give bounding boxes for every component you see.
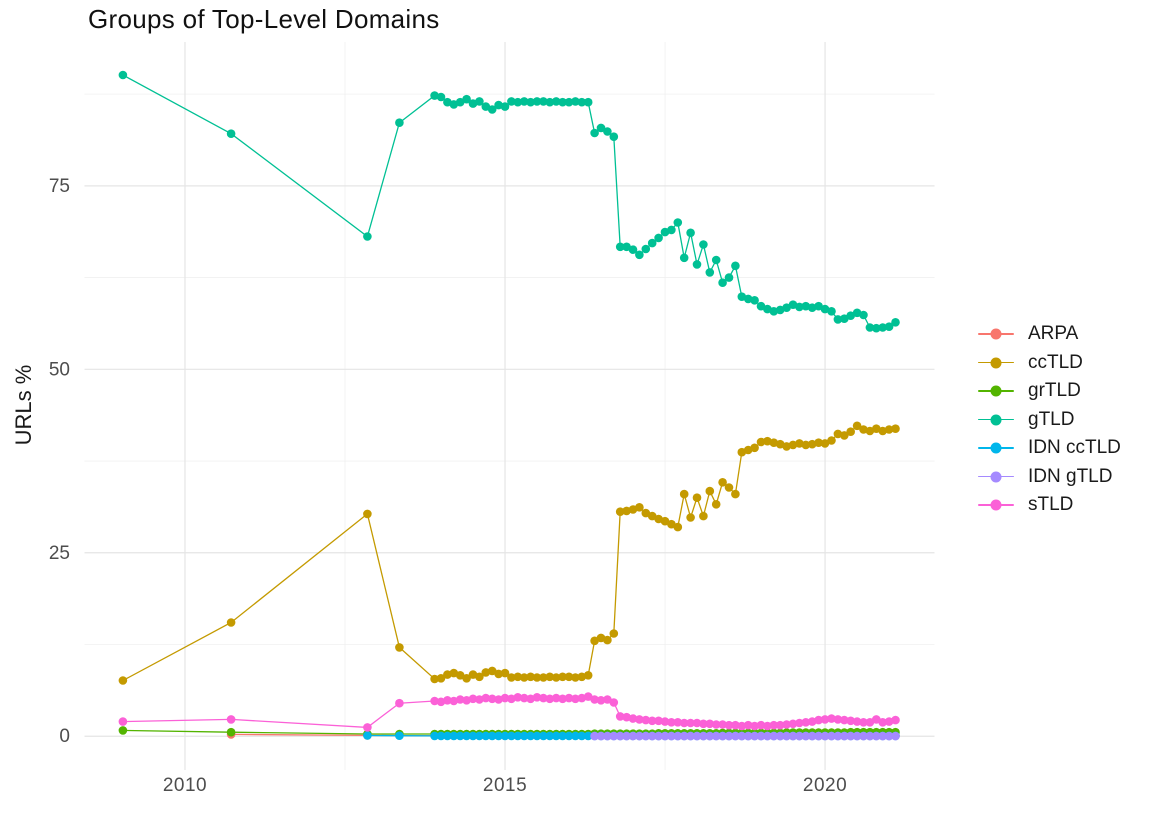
legend: ARPA ccTLD grTLD gTLD IDN ccTLD IDN gTLD sTLD	[976, 323, 1121, 516]
series-sTLD	[118, 692, 900, 732]
legend-item-label: sTLD	[1028, 494, 1074, 515]
y-tick-label: 25	[49, 543, 70, 564]
legend-item-label: IDN gTLD	[1028, 465, 1113, 487]
legend-key-swatch	[976, 413, 1016, 427]
legend-item-grTLD: grTLD	[976, 380, 1121, 402]
legend-key-swatch	[976, 356, 1016, 370]
y-tick-label: 0	[59, 726, 70, 747]
y-tick-label: 75	[49, 176, 70, 197]
x-tick-label: 2015	[483, 775, 527, 796]
y-tick-label: 50	[49, 359, 70, 380]
legend-key-swatch	[976, 470, 1016, 484]
x-tick-label: 2010	[163, 775, 207, 796]
y-axis-tick-labels: 0 25 50 75	[49, 176, 70, 747]
legend-key-swatch	[976, 441, 1016, 455]
gridlines-major	[84, 42, 935, 770]
series-gTLD	[118, 70, 900, 333]
x-tick-label: 2020	[803, 775, 847, 796]
legend-item-IDN-gTLD: IDN gTLD	[976, 466, 1121, 488]
series-ccTLD	[118, 421, 900, 685]
legend-item-label: ARPA	[1028, 323, 1079, 344]
legend-key-swatch	[976, 327, 1016, 341]
gridlines-minor	[84, 42, 935, 770]
legend-item-label: ccTLD	[1028, 351, 1083, 373]
legend-item-ccTLD: ccTLD	[976, 352, 1121, 374]
legend-key-swatch	[976, 384, 1016, 398]
legend-item-IDN-ccTLD: IDN ccTLD	[976, 437, 1121, 459]
x-axis-tick-labels: 2010 2015 2020	[163, 775, 847, 796]
legend-item-sTLD: sTLD	[976, 494, 1121, 516]
legend-item-label: IDN ccTLD	[1028, 437, 1121, 458]
chart-title: Groups of Top-Level Domains	[88, 4, 440, 34]
series-IDN-gTLD	[590, 731, 900, 741]
legend-item-label: gTLD	[1028, 408, 1075, 430]
legend-key-swatch	[976, 498, 1016, 512]
legend-item-ARPA: ARPA	[976, 323, 1121, 345]
legend-item-label: grTLD	[1028, 380, 1081, 401]
legend-item-gTLD: gTLD	[976, 409, 1121, 431]
